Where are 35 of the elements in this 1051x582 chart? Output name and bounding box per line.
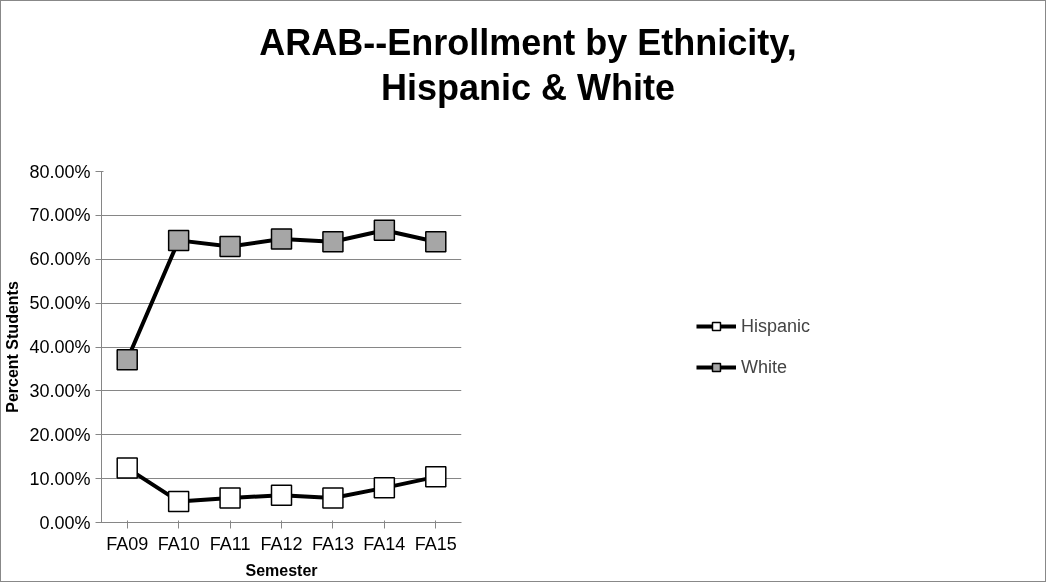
x-axis-title: Semester	[245, 561, 318, 579]
point	[425, 466, 447, 488]
point	[116, 457, 138, 479]
legend-label: White	[740, 356, 787, 378]
x-tick-label: FA13	[311, 533, 354, 554]
point	[322, 487, 344, 509]
point	[167, 229, 190, 252]
point	[425, 230, 447, 253]
point	[373, 477, 396, 499]
y-tick-label: 50.00%	[29, 293, 91, 314]
y-axis-title: Percent Students	[4, 281, 22, 413]
point	[167, 490, 190, 513]
y-tick-label: 60.00%	[29, 249, 91, 270]
point	[270, 484, 293, 507]
x-tick-label: FA10	[157, 533, 200, 554]
legend-label: Hispanic	[740, 315, 811, 337]
x-tick-label: FA15	[414, 533, 457, 554]
y-tick-label: 10.00%	[29, 468, 91, 489]
y-tick-label: 80.00%	[29, 161, 91, 182]
point	[373, 219, 396, 242]
point	[116, 348, 138, 371]
point	[219, 487, 241, 509]
x-tick-label: FA11	[209, 533, 251, 554]
x-tick-label: FA09	[106, 533, 149, 554]
y-tick-label: 40.00%	[29, 337, 91, 357]
point	[322, 230, 344, 253]
y-tick-label: 20.00%	[29, 424, 91, 445]
y-tick-label: 70.00%	[29, 205, 91, 226]
y-tick-label: 0.00%	[39, 512, 91, 533]
x-tick-label: FA12	[260, 533, 303, 554]
x-tick-label: FA14	[363, 533, 406, 554]
point	[219, 235, 241, 258]
y-tick-label: 30.00%	[29, 380, 91, 401]
chart-title: ARAB--Enrollment by Ethnicity, Hispanic & White	[258, 21, 798, 110]
point	[270, 228, 293, 250]
